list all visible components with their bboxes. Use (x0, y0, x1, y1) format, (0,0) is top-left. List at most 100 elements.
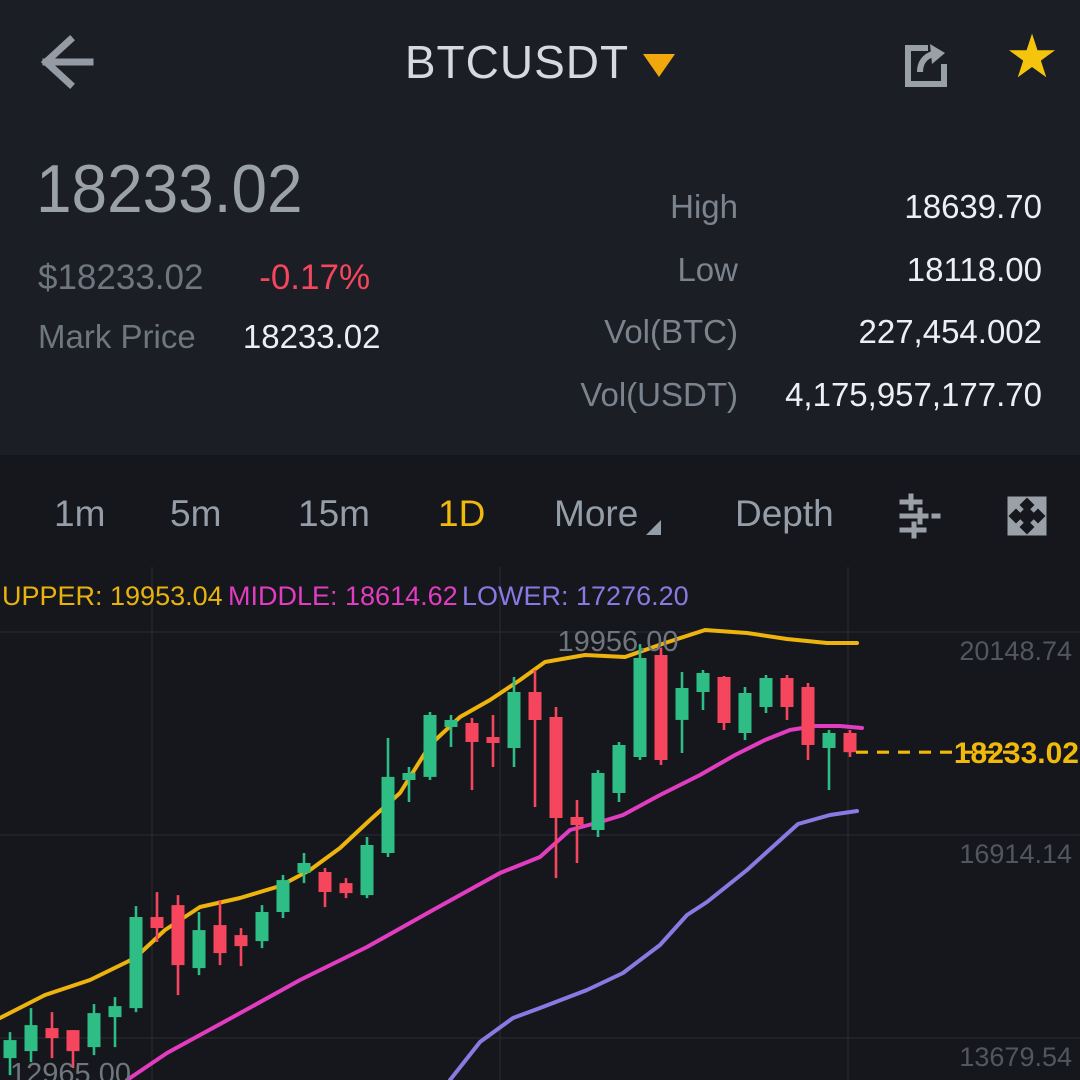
candle-up (507, 692, 521, 748)
bollinger-middle-line (125, 724, 864, 1080)
share-button[interactable] (898, 38, 950, 90)
indicator-value-lower: LOWER: 17276.20 (462, 581, 689, 611)
candle-up (633, 658, 647, 757)
stat-row: Vol(USDT) 4,175,957,177.70 (556, 364, 1042, 427)
indicator-settings-button[interactable] (898, 493, 944, 539)
stat-value: 227,454.002 (858, 313, 1042, 351)
top-bar: BTCUSDT ★ (0, 0, 1080, 110)
indicator-value-upper: UPPER: 19953.04 (2, 581, 223, 611)
bollinger-lower-line (448, 809, 859, 1080)
stat-label: High (670, 188, 738, 226)
candle-up (87, 1013, 101, 1048)
price-block: 18233.02 (36, 150, 320, 228)
page-title: BTCUSDT (404, 36, 630, 88)
candle-up (696, 673, 710, 692)
candle-down (171, 905, 185, 966)
last-price-label: 18233.02 (954, 737, 1079, 770)
candle-up (255, 912, 269, 942)
candle-up (3, 1040, 17, 1059)
stat-value: 4,175,957,177.70 (785, 375, 1042, 413)
stat-label: Vol(BTC) (604, 313, 738, 351)
star-icon: ★ (1005, 23, 1059, 90)
mark-price-value: 18233.02 (242, 318, 381, 355)
candle-up (759, 678, 773, 707)
change-percent: -0.17% (259, 258, 371, 297)
tab-depth[interactable]: Depth (735, 487, 834, 541)
tab-1d[interactable]: 1D (438, 487, 485, 541)
candle-up (738, 693, 752, 733)
candle-up (591, 773, 605, 830)
candle-down (45, 1028, 59, 1039)
candle-up (297, 863, 311, 873)
candle-down (528, 692, 542, 720)
candle-down (570, 817, 584, 825)
dropdown-caret-icon (646, 520, 662, 535)
mark-price-row: Mark Price 18233.02 (38, 318, 381, 356)
candle-down (465, 723, 479, 742)
share-icon (905, 44, 947, 87)
stat-label: Low (677, 250, 738, 288)
candle-up (381, 776, 395, 853)
tab-1m[interactable]: 1m (54, 487, 105, 541)
candle-down (213, 925, 227, 954)
tab-more[interactable]: More (554, 487, 662, 541)
back-button[interactable] (30, 30, 94, 94)
last-price: 18233.02 (36, 151, 303, 227)
candle-up (444, 720, 458, 727)
candle-down (717, 677, 731, 723)
candle-up (360, 845, 374, 896)
candle-up (402, 773, 416, 780)
symbol-selector[interactable]: BTCUSDT (0, 34, 1080, 90)
indicator-legend: UPPER: 19953.04 MIDDLE: 18614.62 LOWER: 17… (0, 581, 1080, 613)
tab-15m[interactable]: 15m (298, 487, 370, 541)
candle-down (780, 678, 794, 707)
stat-row: High 18639.70 (556, 176, 1042, 239)
candle-up (276, 880, 290, 912)
price-chart[interactable]: 20148.74 16914.14 13679.54 19956.00 12965.00… (0, 455, 1080, 1080)
candle-up (612, 745, 626, 793)
stats-list: High 18639.70 Low 18118.00 Vol(BTC) 227,454.0… (556, 176, 1042, 426)
stat-row: Low 18118.00 (556, 239, 1042, 302)
candle-down (234, 935, 248, 947)
chart-high-marker: 19956.00 (558, 626, 679, 658)
fiat-price: $18233.02 (38, 258, 204, 297)
fiat-price-row: $18233.02 -0.17% (38, 258, 370, 298)
tab-label: Depth (735, 493, 834, 534)
y-axis-label: 20148.74 (959, 636, 1072, 666)
candle-up (675, 688, 689, 720)
candle-down (549, 717, 563, 818)
candle-up (822, 733, 836, 748)
fullscreen-button[interactable] (1004, 493, 1050, 539)
candle-down (486, 737, 500, 743)
candle-down (801, 687, 815, 745)
mark-price-label: Mark Price (38, 318, 196, 355)
expand-icon (1007, 496, 1047, 536)
chart-panel: 20148.74 16914.14 13679.54 19956.00 12965.00… (0, 455, 1080, 1080)
y-axis-label: 13679.54 (959, 1042, 1072, 1072)
candle-down (654, 655, 668, 760)
candle-down (843, 733, 857, 753)
stat-value: 18639.70 (904, 188, 1042, 226)
tab-label: 1D (438, 493, 486, 534)
candle-down (66, 1030, 80, 1052)
sliders-icon (899, 493, 941, 539)
indicator-value-middle: MIDDLE: 18614.62 (228, 581, 458, 611)
stat-value: 18118.00 (906, 250, 1042, 288)
favorite-button[interactable]: ★ (1000, 22, 1064, 92)
candle-down (150, 917, 164, 928)
tab-label: More (554, 493, 639, 534)
candle-down (318, 872, 332, 892)
candle-up (423, 715, 437, 777)
stat-label: Vol(USDT) (580, 375, 738, 413)
y-axis-label: 16914.14 (959, 839, 1072, 869)
candle-up (192, 930, 206, 969)
chevron-down-icon (643, 53, 676, 77)
tab-label: 5m (170, 493, 222, 534)
candle-up (24, 1025, 38, 1052)
tab-label: 1m (54, 493, 106, 534)
candle-up (129, 917, 143, 1009)
candle-up (108, 1006, 122, 1018)
tab-5m[interactable]: 5m (170, 487, 221, 541)
interval-toolbar: Depth More 1D 15m 5m 1m (0, 487, 1080, 541)
